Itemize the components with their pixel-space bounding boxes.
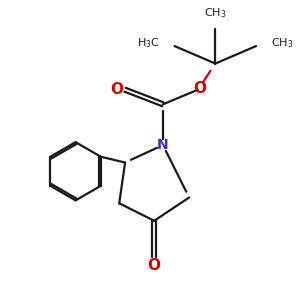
Text: O: O xyxy=(148,258,161,273)
Text: CH$_3$: CH$_3$ xyxy=(204,7,226,20)
Text: H$_3$C: H$_3$C xyxy=(137,36,160,50)
Text: O: O xyxy=(193,81,206,96)
Text: CH$_3$: CH$_3$ xyxy=(271,36,293,50)
Text: N: N xyxy=(157,138,169,152)
Text: O: O xyxy=(110,82,123,97)
